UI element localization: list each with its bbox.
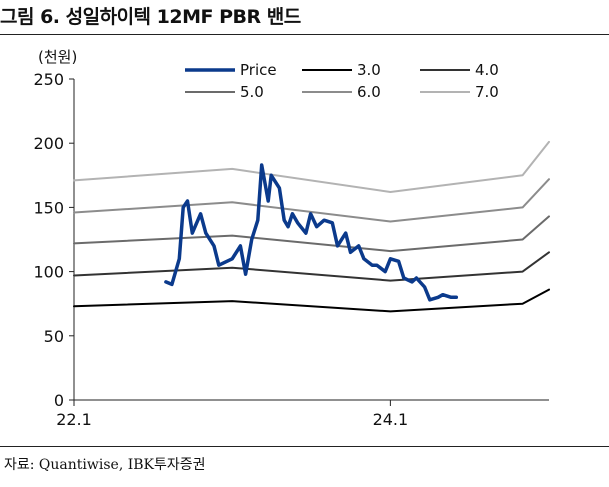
y-tick-label: 150 — [33, 198, 64, 217]
y-tick-label: 50 — [44, 327, 64, 346]
price-series-line — [164, 163, 459, 302]
chart-axes: 0 50 100 150 200 250 22.1 24.1 — [33, 70, 549, 429]
chart-legend: Price 3.0 4.0 5.0 6.0 7.0 — [185, 61, 499, 101]
legend-label: 7.0 — [475, 83, 499, 101]
figure-title: 그림 6. 성일하이텍 12MF PBR 밴드 — [0, 6, 301, 28]
pbr-band-chart: (천원) 0 50 100 150 200 250 22.1 24.1 Price 3.0 4.0… — [33, 48, 550, 429]
y-tick-label: 200 — [33, 134, 64, 153]
x-tick-label: 24.1 — [373, 410, 409, 429]
y-tick-label: 250 — [33, 70, 64, 89]
pbr-band-line-4-0 — [73, 251, 550, 282]
y-tick-label: 100 — [33, 263, 64, 282]
pbr-band-line-5-0 — [73, 215, 550, 253]
legend-label: 6.0 — [357, 83, 381, 101]
legend-label: 4.0 — [475, 61, 499, 79]
legend-label: 5.0 — [240, 83, 264, 101]
legend-label: Price — [240, 61, 277, 79]
source-divider — [0, 446, 609, 447]
y-tick-label: 0 — [54, 391, 64, 410]
pbr-band-line-6-0 — [73, 178, 550, 223]
y-axis-unit: (천원) — [38, 48, 77, 66]
source-note: 자료: Quantiwise, IBK투자증권 — [4, 457, 206, 473]
series-layer — [73, 140, 550, 313]
x-tick-label: 22.1 — [56, 410, 92, 429]
pbr-band-line-3-0 — [73, 288, 550, 313]
legend-label: 3.0 — [357, 61, 381, 79]
title-divider — [0, 34, 609, 35]
pbr-band-line-7-0 — [73, 140, 550, 193]
